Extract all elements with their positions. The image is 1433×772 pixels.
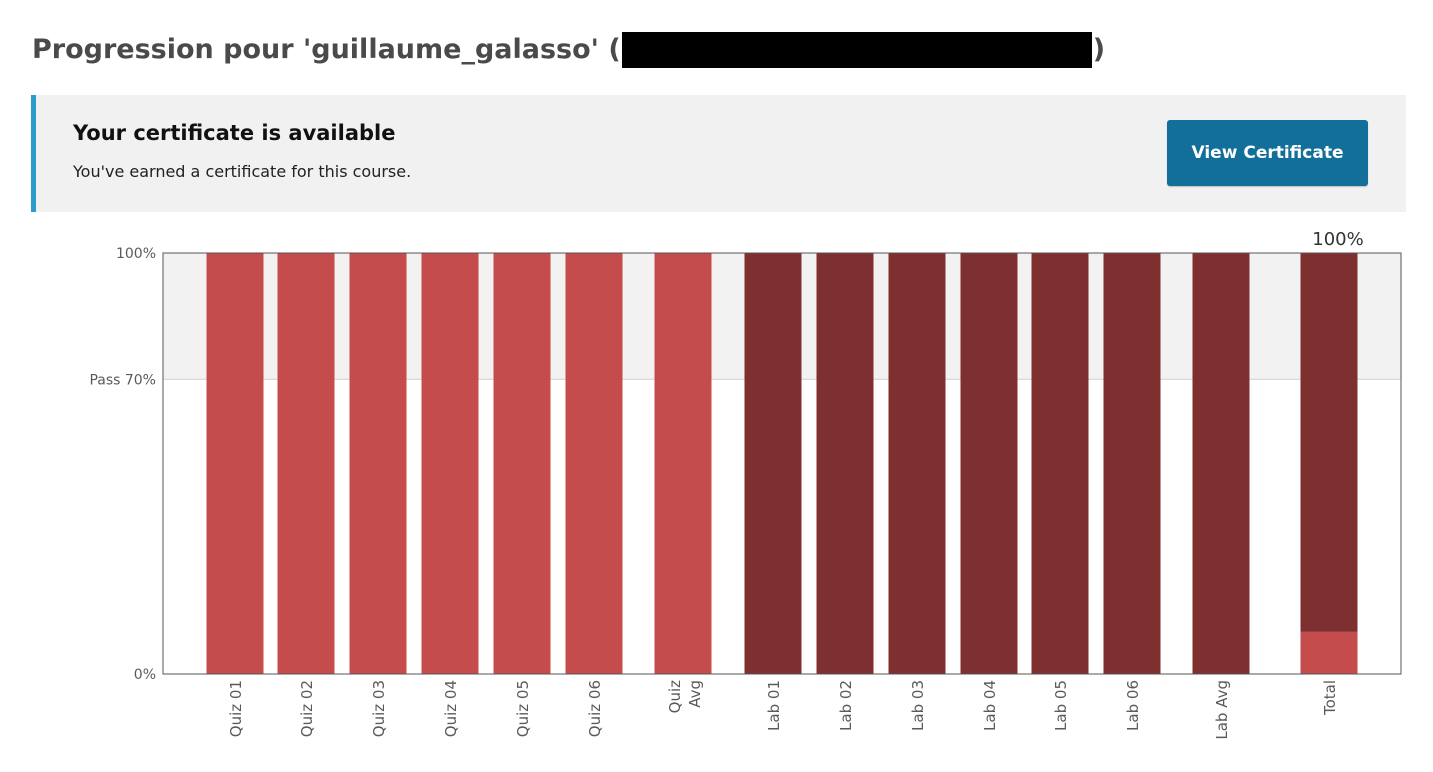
redaction-box [621, 32, 1092, 68]
bar-lab-02 [816, 253, 874, 674]
x-tick-label-line: Lab 02 [837, 680, 855, 731]
x-tick-label-line: Lab 01 [765, 680, 783, 731]
y-tick-label: 100% [116, 246, 156, 262]
bar-quiz-avg [654, 253, 712, 674]
page-title: Progression pour 'guillaume_galasso' () [32, 28, 1105, 72]
bar-lab-01 [744, 253, 802, 674]
x-tick-label: Lab 05 [1052, 680, 1070, 731]
x-tick-label-line: Total [1321, 680, 1339, 716]
bar-lab-04 [960, 253, 1018, 674]
x-tick-label-line: Lab 04 [981, 680, 999, 731]
x-tick-label: Lab 04 [981, 680, 999, 731]
bar-quiz-01 [206, 253, 264, 674]
x-tick-label: Quiz 06 [586, 680, 604, 737]
x-tick-label-line: Quiz 04 [442, 680, 460, 737]
x-tick-label: Lab Avg [1213, 680, 1231, 740]
certificate-title: Your certificate is available [73, 121, 396, 145]
x-tick-label-line: Quiz [666, 680, 684, 713]
bar-total-lab-part [1300, 253, 1358, 632]
x-tick-label-line: Quiz 02 [298, 680, 316, 737]
bar-quiz-05 [493, 253, 551, 674]
total-value-label: 100% [1312, 229, 1363, 250]
x-tick-label: Quiz Avg [666, 680, 704, 713]
certificate-message: You've earned a certificate for this cou… [73, 162, 412, 181]
page-title-prefix: Progression pour 'guillaume_galasso' ( [32, 34, 621, 65]
bar-quiz-06 [565, 253, 623, 674]
bar-quiz-02 [277, 253, 335, 674]
x-tick-label: Lab 03 [909, 680, 927, 731]
bar-lab-06 [1103, 253, 1161, 674]
x-tick-label: Quiz 05 [514, 680, 532, 737]
bar-quiz-04 [421, 253, 479, 674]
certificate-banner: Your certificate is available You've ear… [31, 95, 1406, 212]
x-tick-label: Total [1321, 680, 1339, 716]
x-tick-label-line: Lab 03 [909, 680, 927, 731]
view-certificate-button[interactable]: View Certificate [1167, 120, 1368, 186]
x-tick-label: Quiz 03 [370, 680, 388, 737]
x-tick-label-line: Lab 05 [1052, 680, 1070, 731]
y-tick-label: 0% [134, 667, 156, 683]
x-tick-label: Lab 01 [765, 680, 783, 731]
x-tick-label-line: Quiz 05 [514, 680, 532, 737]
x-tick-label-line: Avg [686, 680, 704, 708]
x-tick-label-line: Lab 06 [1124, 680, 1142, 731]
x-tick-label-line: Quiz 06 [586, 680, 604, 737]
bar-total-quiz-part [1300, 631, 1358, 674]
bar-lab-avg [1192, 253, 1250, 674]
x-tick-label: Lab 02 [837, 680, 855, 731]
page-title-suffix: ) [1092, 34, 1106, 65]
x-tick-label: Quiz 04 [442, 680, 460, 737]
bar-lab-03 [888, 253, 946, 674]
bar-lab-05 [1031, 253, 1089, 674]
bar-quiz-03 [349, 253, 407, 674]
x-tick-label-line: Quiz 01 [227, 680, 245, 737]
plot-frame [162, 252, 1402, 675]
y-tick-label: Pass 70% [89, 372, 156, 388]
x-tick-label: Lab 06 [1124, 680, 1142, 731]
x-tick-label-line: Lab Avg [1213, 680, 1231, 740]
x-tick-label-line: Quiz 03 [370, 680, 388, 737]
x-tick-label: Quiz 01 [227, 680, 245, 737]
x-tick-label: Quiz 02 [298, 680, 316, 737]
